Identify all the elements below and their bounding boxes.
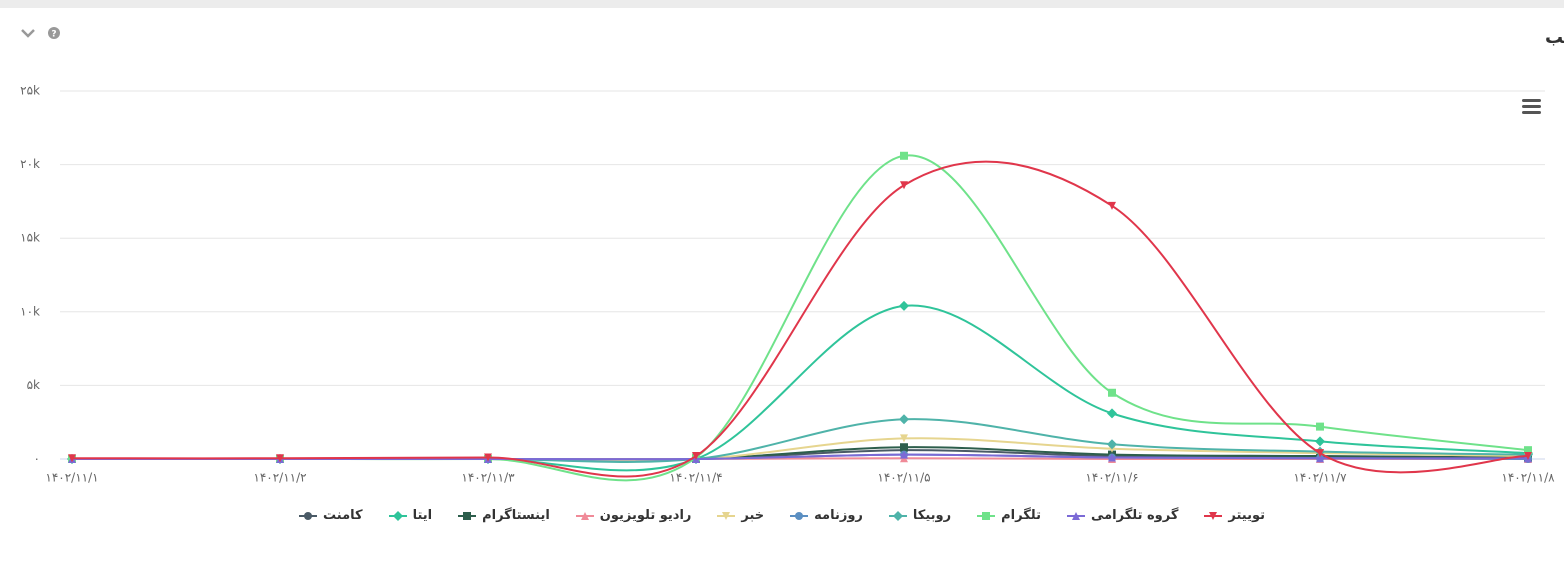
marker bbox=[1108, 453, 1116, 462]
x-tick-label: ۱۴۰۲/۱۱/۲ bbox=[253, 471, 306, 485]
marker bbox=[899, 300, 909, 311]
legend-item[interactable]: روبیکا bbox=[888, 508, 952, 523]
top-bar bbox=[0, 0, 1564, 8]
legend-label: ایتا bbox=[412, 508, 433, 523]
legend-item[interactable]: روزنامه bbox=[790, 508, 863, 523]
y-tick-label: ۵k bbox=[27, 378, 40, 392]
legend-label: گروه تلگرامی bbox=[1090, 508, 1179, 523]
marker bbox=[392, 510, 403, 521]
marker bbox=[68, 454, 76, 463]
legend-symbol bbox=[1204, 511, 1223, 520]
marker bbox=[1071, 511, 1080, 520]
marker bbox=[692, 452, 700, 461]
legend-label: اینستاگرام bbox=[482, 508, 550, 523]
legend-item[interactable]: تلگرام bbox=[977, 508, 1041, 523]
legend-symbol bbox=[458, 511, 477, 520]
legend-label: روزنامه bbox=[814, 508, 863, 523]
x-tick-label: ۱۴۰۲/۱۱/۷ bbox=[1293, 471, 1347, 485]
x-tick-label: ۱۴۰۲/۱۱/۳ bbox=[461, 471, 515, 485]
menu-icon[interactable] bbox=[1522, 99, 1541, 114]
legend-label: تلگرام bbox=[1001, 508, 1041, 523]
legend-label: توییتر bbox=[1228, 508, 1265, 523]
legend-item[interactable]: اینستاگرام bbox=[458, 508, 550, 523]
chart: نمودار فراوانی تعداد مطالب ? ۰ ۵k ۱۰k ۱۵k ۲۰… bbox=[20, 27, 1564, 485]
legend-label: خبر bbox=[741, 508, 765, 523]
marker bbox=[1209, 511, 1218, 520]
x-tick-label: ۱۴۰۲/۱۱/۵ bbox=[877, 471, 930, 485]
legend-symbol bbox=[575, 511, 594, 520]
legend-item[interactable]: توییتر bbox=[1204, 508, 1265, 523]
marker bbox=[1524, 452, 1532, 461]
legend-symbol bbox=[299, 511, 317, 520]
x-tick-label: ۱۴۰۲/۱۱/۸ bbox=[1501, 471, 1555, 485]
marker bbox=[1108, 388, 1116, 397]
marker bbox=[900, 434, 908, 443]
legend-item[interactable]: ایتا bbox=[388, 508, 433, 523]
marker bbox=[1316, 422, 1324, 431]
marker bbox=[1107, 439, 1117, 450]
series bbox=[68, 151, 1532, 482]
marker bbox=[1524, 446, 1532, 455]
y-tick-label: ۱۵k bbox=[20, 231, 40, 245]
y-tick-label: ۱۰k bbox=[20, 304, 40, 318]
help-icon[interactable]: ? bbox=[48, 27, 60, 40]
legend-label: کامنت bbox=[323, 508, 363, 523]
marker bbox=[900, 181, 908, 190]
marker bbox=[1316, 454, 1324, 463]
x-tick-label: ۱۴۰۲/۱۱/۱ bbox=[45, 471, 98, 485]
marker bbox=[900, 450, 908, 459]
x-tick-label: ۱۴۰۲/۱۱/۶ bbox=[1085, 471, 1138, 485]
marker bbox=[899, 414, 909, 425]
legend-symbol bbox=[717, 511, 736, 520]
y-tick-label: ۲۰k bbox=[20, 157, 40, 171]
marker bbox=[580, 511, 589, 520]
marker bbox=[892, 510, 903, 521]
legend-item[interactable]: رادیو تلویزیون bbox=[575, 508, 692, 523]
marker bbox=[900, 443, 908, 452]
series bbox=[68, 160, 1532, 478]
legend-item[interactable]: خبر bbox=[717, 508, 764, 523]
marker bbox=[722, 511, 731, 520]
marker bbox=[484, 453, 492, 462]
marker bbox=[1316, 449, 1324, 458]
series-line bbox=[71, 160, 1529, 478]
y-tick-label: ۰ bbox=[34, 452, 40, 466]
svg-text:?: ? bbox=[51, 30, 56, 40]
legend-symbol bbox=[388, 510, 407, 521]
y-tick-label: ۲۵k bbox=[20, 84, 40, 98]
legend-symbol bbox=[790, 511, 809, 520]
legend-item[interactable]: گروه تلگرامی bbox=[1066, 508, 1179, 523]
marker bbox=[304, 511, 312, 520]
chart-title: نمودار فراوانی تعداد مطالب bbox=[1545, 27, 1564, 48]
marker bbox=[463, 511, 472, 520]
marker bbox=[900, 151, 908, 160]
collapse-icon[interactable] bbox=[21, 29, 35, 38]
legend-symbol bbox=[888, 510, 907, 521]
marker bbox=[795, 511, 804, 520]
marker bbox=[1108, 201, 1116, 210]
legend-label: روبیکا bbox=[912, 508, 952, 523]
marker bbox=[982, 511, 991, 520]
legend-symbol bbox=[1066, 511, 1085, 520]
legend-item[interactable]: کامنت bbox=[299, 508, 363, 523]
legend-label: رادیو تلویزیون bbox=[599, 508, 692, 523]
marker bbox=[276, 454, 284, 463]
marker bbox=[1315, 436, 1325, 447]
x-tick-label: ۱۴۰۲/۱۱/۴ bbox=[669, 471, 722, 485]
marker bbox=[1107, 408, 1117, 419]
legend: توییتر گروه تلگرامی تلگرام روبیکا روزنامه خبر… bbox=[0, 508, 1564, 523]
legend-symbol bbox=[977, 511, 996, 520]
